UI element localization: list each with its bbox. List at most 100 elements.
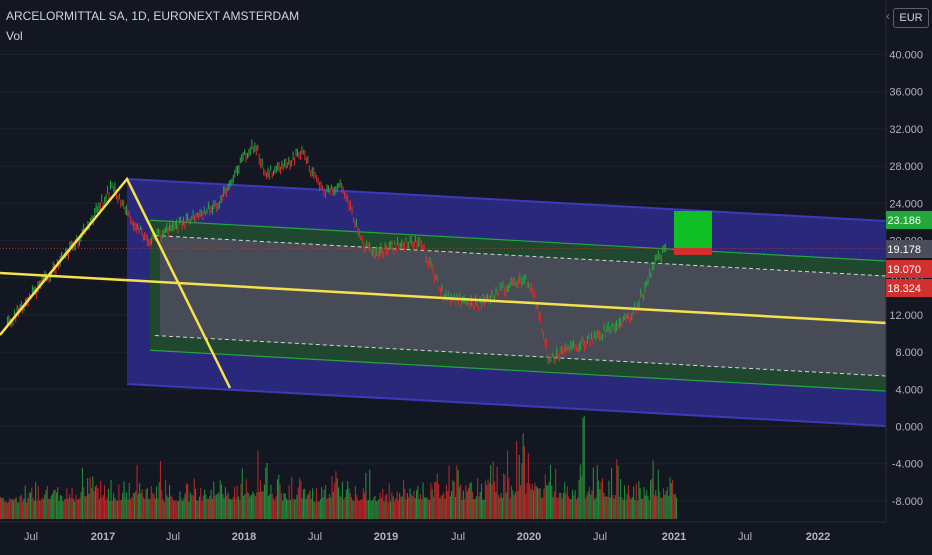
volume-bar (161, 490, 163, 519)
volume-bar (487, 479, 489, 519)
volume-bar (253, 493, 255, 519)
volume-bar (393, 501, 395, 519)
volume-bar (81, 467, 83, 519)
volume-bar (497, 494, 499, 519)
volume-bar (612, 495, 614, 519)
volume-bar (353, 500, 355, 519)
volume-bar (271, 493, 273, 519)
price-badge (886, 240, 932, 258)
volume-bar (100, 480, 102, 519)
volume-bar (575, 499, 577, 519)
volume-bar (93, 490, 95, 519)
volume-bar (527, 453, 529, 519)
volume-bar (582, 418, 584, 519)
volume-bar (509, 497, 511, 519)
volume-bar (137, 493, 139, 519)
volume-bar (146, 487, 148, 519)
volume-bar (655, 490, 657, 519)
volume-bar (397, 499, 399, 519)
volume-bar (122, 492, 124, 519)
volume-bar (462, 490, 464, 519)
volume-bar (235, 498, 237, 519)
volume-bar (13, 500, 15, 519)
volume-bar (618, 497, 620, 519)
pitchfork-center-band (160, 235, 886, 376)
volume-bar (639, 487, 641, 519)
volume-bar (435, 481, 437, 519)
volume-bar (325, 484, 327, 519)
volume-bar (215, 494, 217, 519)
volume-bar (605, 495, 607, 519)
volume-bar (245, 479, 247, 519)
volume-bar (596, 465, 598, 519)
volume-bar (644, 495, 646, 519)
volume-bar (16, 502, 18, 519)
volume-bar (496, 466, 498, 519)
volume-bar (418, 499, 420, 519)
volume-bar (172, 500, 174, 519)
volume-bar (301, 498, 303, 519)
collapse-icon[interactable]: ‹ (886, 9, 890, 23)
volume-bar (162, 499, 164, 519)
volume-bar (97, 488, 99, 519)
volume-bar (318, 501, 320, 519)
volume-bar (646, 490, 648, 519)
volume-bar (37, 486, 39, 519)
volume-indicator-label[interactable]: Vol (6, 29, 23, 43)
volume-bar (643, 487, 645, 519)
volume-bar (98, 499, 100, 519)
volume-bar (364, 492, 366, 519)
volume-bar (48, 498, 50, 519)
volume-bar (547, 485, 549, 519)
volume-bar (217, 493, 219, 519)
pitchfork-lower-green-line (149, 349, 887, 392)
volume-bar (250, 494, 252, 519)
y-tick-label: 4.000 (895, 384, 923, 396)
volume-bar (565, 493, 567, 519)
volume-bar (131, 497, 133, 519)
volume-bar (284, 494, 286, 519)
volume-bar (396, 491, 398, 519)
volume-bar (286, 498, 288, 519)
volume-bar (561, 497, 563, 519)
volume-bar (74, 501, 76, 519)
volume-bar (492, 461, 494, 519)
volume-bar (256, 492, 258, 519)
volume-bar (314, 501, 316, 519)
volume-bar (426, 497, 428, 519)
volume-bar (244, 494, 246, 519)
volume-bar (278, 474, 280, 519)
y-tick-label: -4.000 (892, 459, 923, 471)
volume-bar (555, 468, 557, 519)
volume-bar (499, 497, 501, 519)
volume-bar (577, 497, 579, 519)
currency-button[interactable]: EUR (893, 8, 929, 28)
volume-bar (495, 491, 497, 519)
volume-bar (115, 500, 117, 519)
volume-bar (448, 465, 450, 519)
volume-bar (206, 498, 208, 519)
volume-bar (548, 481, 550, 519)
volume-bar (634, 500, 636, 519)
volume-bar (377, 500, 379, 519)
volume-bar (578, 479, 580, 519)
volume-bar (149, 498, 151, 519)
volume-bar (179, 491, 181, 519)
volume-bar (525, 493, 527, 519)
volume-bar (29, 492, 31, 519)
volume-bar (295, 499, 297, 519)
volume-bar (674, 494, 676, 519)
volume-bar (360, 499, 362, 519)
volume-bar (71, 488, 73, 519)
volume-bar (70, 497, 72, 519)
volume-bar (542, 497, 544, 519)
volume-bar (434, 482, 436, 519)
volume-bar (170, 495, 172, 519)
median-line (0, 271, 887, 325)
volume-bar (521, 463, 523, 519)
volume-bar (471, 491, 473, 519)
volume-bar (91, 487, 93, 519)
volume-bar (152, 493, 154, 519)
